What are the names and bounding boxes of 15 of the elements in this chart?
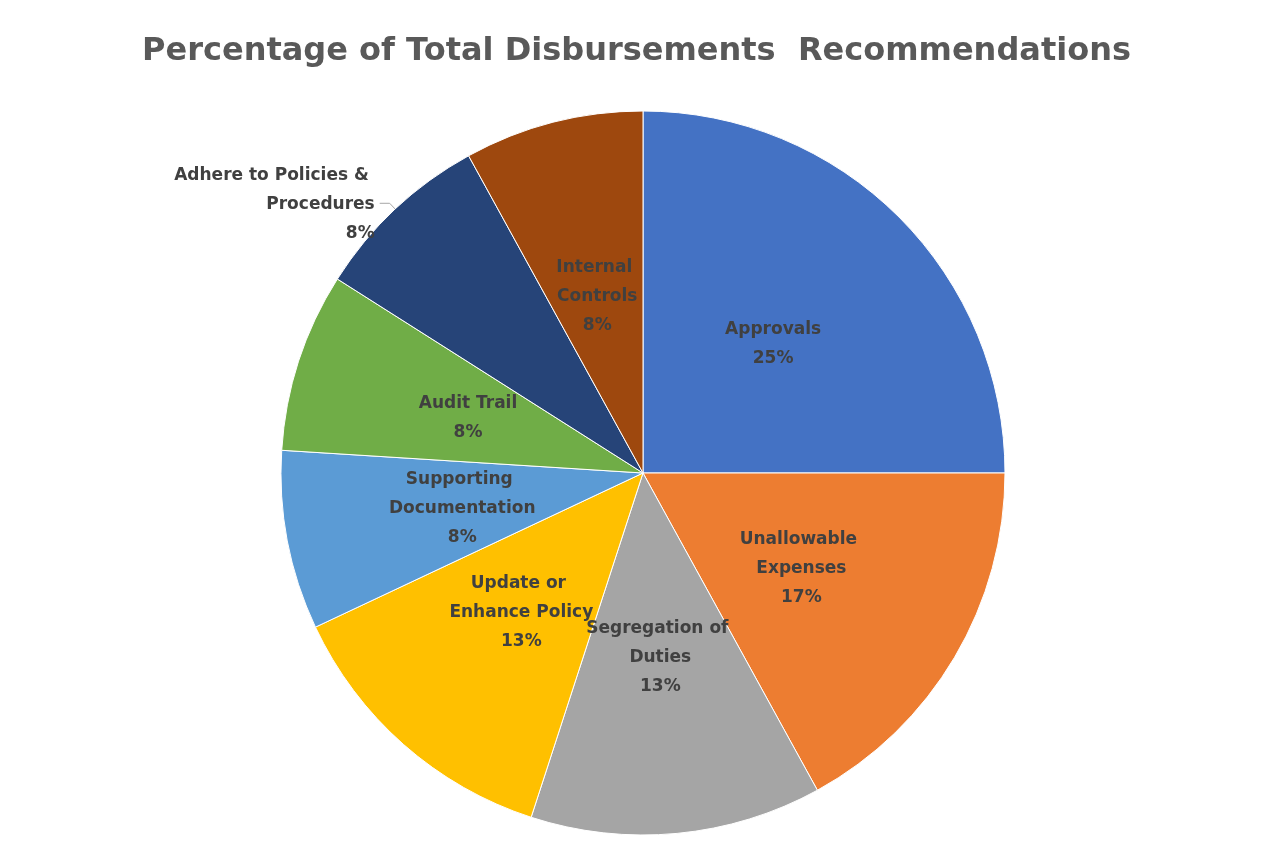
slice-label: Audit Trail bbox=[418, 391, 518, 412]
chart-title: Percentage of Total Disbursements Recommendations bbox=[142, 30, 1131, 68]
data-label: 17% bbox=[781, 585, 822, 606]
slice-label: Supporting Documentation bbox=[388, 468, 536, 518]
slice-label: Internal Controls bbox=[556, 255, 639, 305]
data-label: 25% bbox=[752, 347, 794, 368]
data-label: 13% bbox=[639, 675, 681, 696]
data-label: 8% bbox=[453, 420, 483, 441]
data-label: 13% bbox=[500, 630, 542, 651]
data-label: 8% bbox=[345, 222, 375, 243]
slice-label: Adhere to Policies & Procedures bbox=[174, 164, 375, 214]
data-label: 8% bbox=[447, 526, 477, 547]
slice-label: Approvals bbox=[725, 318, 822, 339]
slice-label: Unallowable Expenses bbox=[739, 527, 864, 577]
data-label: 8% bbox=[582, 313, 612, 334]
